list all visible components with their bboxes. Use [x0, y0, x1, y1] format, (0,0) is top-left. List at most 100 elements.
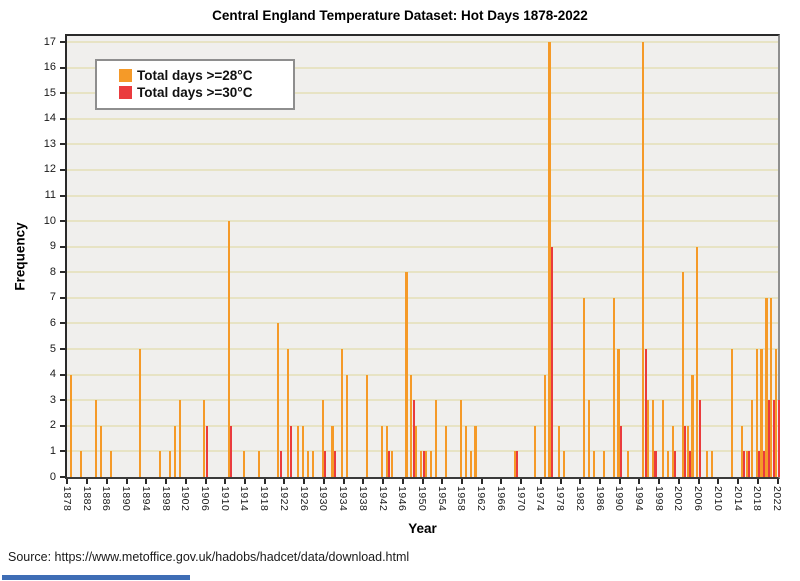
bar-ge28-1921 [277, 323, 280, 477]
x-tick-label-1938: 1938 [356, 486, 369, 512]
bar-ge28-1992 [627, 451, 630, 477]
y-tick-0 [60, 476, 65, 478]
bar-ge28-1944 [390, 451, 393, 477]
bar-ge30-1990 [619, 425, 622, 477]
bar-ge28-1934 [341, 349, 344, 477]
y-tick-10 [60, 220, 65, 223]
y-tick-label-10: 10 [43, 214, 56, 227]
x-tick-1938 [362, 479, 365, 484]
x-tick-1894 [145, 479, 148, 484]
bar-ge30-2004 [688, 451, 692, 477]
legend-item-ge30: Total days >=30°C [119, 85, 285, 100]
gridline-y16 [67, 66, 778, 69]
x-tick-1982 [579, 479, 582, 484]
x-tick-label-1914: 1914 [238, 486, 251, 512]
chart-title: Central England Temperature Dataset: Hot… [212, 8, 588, 23]
x-tick-label-1974: 1974 [534, 486, 547, 512]
bar-ge30-1921 [279, 451, 282, 477]
bar-ge30-2018 [757, 451, 761, 477]
bar-ge28-2016 [745, 451, 748, 477]
bar-ge30-2001 [674, 451, 677, 477]
bar-ge28-1951 [425, 451, 428, 477]
bar-ge28-1952 [430, 451, 433, 477]
x-tick-1954 [441, 479, 444, 484]
y-tick-7 [60, 296, 65, 299]
x-tick-1962 [480, 479, 483, 484]
x-tick-1994 [638, 479, 641, 484]
x-tick-1970 [520, 479, 523, 484]
x-tick-label-1978: 1978 [554, 486, 567, 512]
bar-ge28-1901 [178, 400, 181, 477]
x-tick-label-2018: 2018 [751, 486, 764, 512]
y-tick-label-11: 11 [44, 189, 56, 202]
bar-ge28-1935 [346, 374, 349, 477]
legend-label: Total days >=30°C [137, 85, 253, 100]
bar-ge28-2020 [765, 297, 768, 477]
bar-ge30-1948 [412, 400, 415, 477]
y-tick-label-4: 4 [49, 368, 56, 381]
bar-ge28-2019 [760, 349, 763, 477]
x-tick-label-1906: 1906 [199, 486, 212, 512]
bar-ge28-1960 [469, 451, 472, 477]
bar-ge30-1943 [388, 451, 391, 477]
x-tick-label-2002: 2002 [672, 486, 685, 512]
y-tick-1 [60, 450, 65, 453]
x-tick-1926 [303, 479, 306, 484]
bar-ge28-1939 [366, 374, 369, 477]
y-tick-11 [60, 194, 65, 197]
x-tick-2010 [717, 479, 720, 484]
y-tick-6 [60, 322, 65, 325]
x-tick-label-1942: 1942 [376, 486, 389, 512]
bar-ge28-1989 [612, 297, 615, 477]
x-tick-label-1878: 1878 [60, 486, 73, 512]
legend-swatch-orange [119, 69, 132, 82]
x-tick-1966 [500, 479, 503, 484]
y-tick-label-8: 8 [49, 265, 56, 278]
x-tick-1882 [86, 479, 89, 484]
x-axis-title: Year [408, 521, 437, 536]
x-tick-1990 [618, 479, 621, 484]
x-tick-2014 [737, 479, 740, 484]
y-tick-label-13: 13 [43, 137, 56, 150]
bar-ge30-1911 [230, 425, 233, 477]
bar-ge28-1926 [301, 425, 304, 477]
y-tick-12 [60, 168, 65, 171]
bar-ge28-1928 [311, 451, 314, 477]
x-tick-2022 [776, 479, 779, 484]
x-tick-1910 [224, 479, 227, 484]
x-tick-2006 [697, 479, 700, 484]
bar-ge30-1976 [550, 246, 553, 477]
bar-ge28-1879 [70, 374, 73, 477]
x-tick-1986 [599, 479, 602, 484]
bar-ge28-1930 [321, 400, 324, 477]
y-tick-4 [60, 373, 65, 376]
x-tick-label-1954: 1954 [435, 486, 448, 512]
gridline-y15 [67, 92, 778, 95]
y-tick-label-0: 0 [49, 470, 56, 483]
x-tick-1914 [243, 479, 246, 484]
y-tick-16 [60, 66, 65, 69]
x-tick-1878 [66, 479, 69, 484]
bar-ge28-2021 [770, 297, 773, 477]
bar-ge30-1930 [324, 451, 327, 477]
x-tick-label-1958: 1958 [455, 486, 468, 512]
x-tick-1902 [184, 479, 187, 484]
x-tick-1950 [421, 479, 424, 484]
y-tick-label-1: 1 [49, 444, 56, 457]
bar-ge30-2003 [683, 425, 687, 477]
bar-ge28-2005 [691, 374, 694, 477]
x-tick-label-2014: 2014 [731, 486, 744, 512]
x-tick-label-1998: 1998 [652, 486, 665, 512]
x-tick-1978 [559, 479, 562, 484]
x-tick-label-1918: 1918 [258, 486, 271, 512]
bar-ge28-1899 [168, 451, 171, 477]
gridline-y14 [67, 117, 778, 120]
bar-ge28-2006 [696, 246, 699, 477]
x-tick-label-1882: 1882 [80, 486, 93, 512]
y-tick-3 [60, 399, 65, 402]
bar-ge28-1995 [642, 42, 645, 477]
bar-ge28-2008 [706, 451, 709, 477]
x-tick-2002 [677, 479, 680, 484]
bar-ge30-1969 [516, 451, 519, 477]
y-tick-17 [60, 41, 65, 43]
